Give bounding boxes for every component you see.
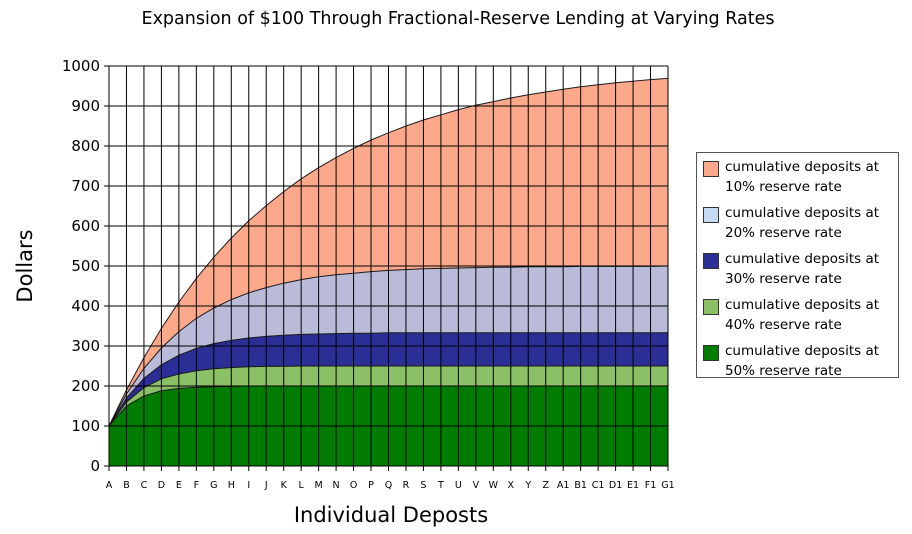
x-tick-label: O — [350, 480, 357, 491]
y-tick-label: 0 — [90, 457, 100, 475]
x-tick-label: A — [106, 480, 113, 491]
x-tick-label: W — [489, 480, 499, 491]
legend-item-50pct: cumulative deposits at 50% reserve rate — [703, 341, 898, 387]
x-tick-label: C — [141, 480, 148, 491]
x-tick-label: E — [176, 480, 182, 491]
legend-item-20pct: cumulative deposits at 20% reserve rate — [703, 203, 898, 249]
x-tick-label: D1 — [609, 480, 622, 491]
x-tick-label: B — [123, 480, 130, 491]
legend: cumulative deposits at 10% reserve rate … — [696, 152, 899, 379]
y-tick-label: 400 — [71, 297, 100, 315]
x-tick-label: K — [281, 480, 288, 491]
y-tick-label: 1000 — [62, 57, 100, 75]
x-tick-label: Y — [524, 480, 531, 491]
x-tick-label: C1 — [592, 480, 605, 491]
x-tick-label: V — [473, 480, 480, 491]
legend-swatch-10pct — [703, 161, 719, 177]
x-tick-label: L — [299, 480, 305, 491]
x-tick-label: P — [368, 480, 374, 491]
x-tick-label: D — [158, 480, 165, 491]
x-tick-label: T — [437, 480, 444, 491]
legend-item-40pct: cumulative deposits at 40% reserve rate — [703, 295, 898, 341]
legend-label-50pct: cumulative deposits at 50% reserve rate — [725, 343, 880, 379]
legend-label-40pct: cumulative deposits at 40% reserve rate — [725, 297, 880, 333]
legend-swatch-40pct — [703, 299, 719, 315]
x-tick-label: J — [264, 480, 268, 491]
y-axis-ticks: 0 100 200 300 400 500 600 700 800 900 1000 — [62, 57, 109, 475]
y-tick-label: 500 — [71, 257, 100, 275]
x-tick-label: X — [508, 480, 515, 491]
x-axis-label: Individual Deposts — [294, 503, 488, 527]
y-tick-label: 100 — [71, 417, 100, 435]
x-tick-label: U — [455, 480, 462, 491]
y-tick-label: 200 — [71, 377, 100, 395]
y-tick-label: 600 — [71, 217, 100, 235]
legend-item-10pct: cumulative deposits at 10% reserve rate — [703, 157, 898, 203]
x-tick-label: G — [210, 480, 217, 491]
x-tick-label: Z — [542, 480, 549, 491]
x-tick-label: R — [403, 480, 410, 491]
x-tick-label: A1 — [557, 480, 570, 491]
x-tick-label: N — [333, 480, 340, 491]
x-axis-ticks: A B C D E F G H I J K L M N O P Q R S T U V W X Y Z A1 B1 C1 D1 E1 F1 G1 — [106, 466, 675, 491]
y-axis-label: Dollars — [13, 229, 37, 302]
grid-lines — [108, 65, 669, 467]
x-tick-label: M — [315, 480, 323, 491]
chart-title: Expansion of $100 Through Fractional-Res… — [142, 9, 775, 29]
legend-label-10pct: cumulative deposits at 10% reserve rate — [725, 159, 880, 195]
legend-label-20pct: cumulative deposits at 20% reserve rate — [725, 205, 880, 241]
y-tick-label: 300 — [71, 337, 100, 355]
x-tick-label: F — [194, 480, 199, 491]
y-tick-label: 700 — [71, 177, 100, 195]
x-tick-label: E1 — [627, 480, 639, 491]
legend-label-30pct: cumulative deposits at 30% reserve rate — [725, 251, 880, 287]
legend-swatch-50pct — [703, 345, 719, 361]
x-tick-label: G1 — [661, 480, 674, 491]
y-tick-label: 800 — [71, 137, 100, 155]
y-tick-label: 900 — [71, 97, 100, 115]
x-tick-label: F1 — [645, 480, 657, 491]
x-tick-label: B1 — [574, 480, 587, 491]
x-tick-label: S — [420, 480, 426, 491]
legend-item-30pct: cumulative deposits at 30% reserve rate — [703, 249, 898, 295]
x-tick-label: I — [247, 480, 250, 491]
x-tick-label: Q — [385, 480, 392, 491]
legend-swatch-20pct — [703, 207, 719, 223]
x-tick-label: H — [228, 480, 235, 491]
legend-swatch-30pct — [703, 253, 719, 269]
